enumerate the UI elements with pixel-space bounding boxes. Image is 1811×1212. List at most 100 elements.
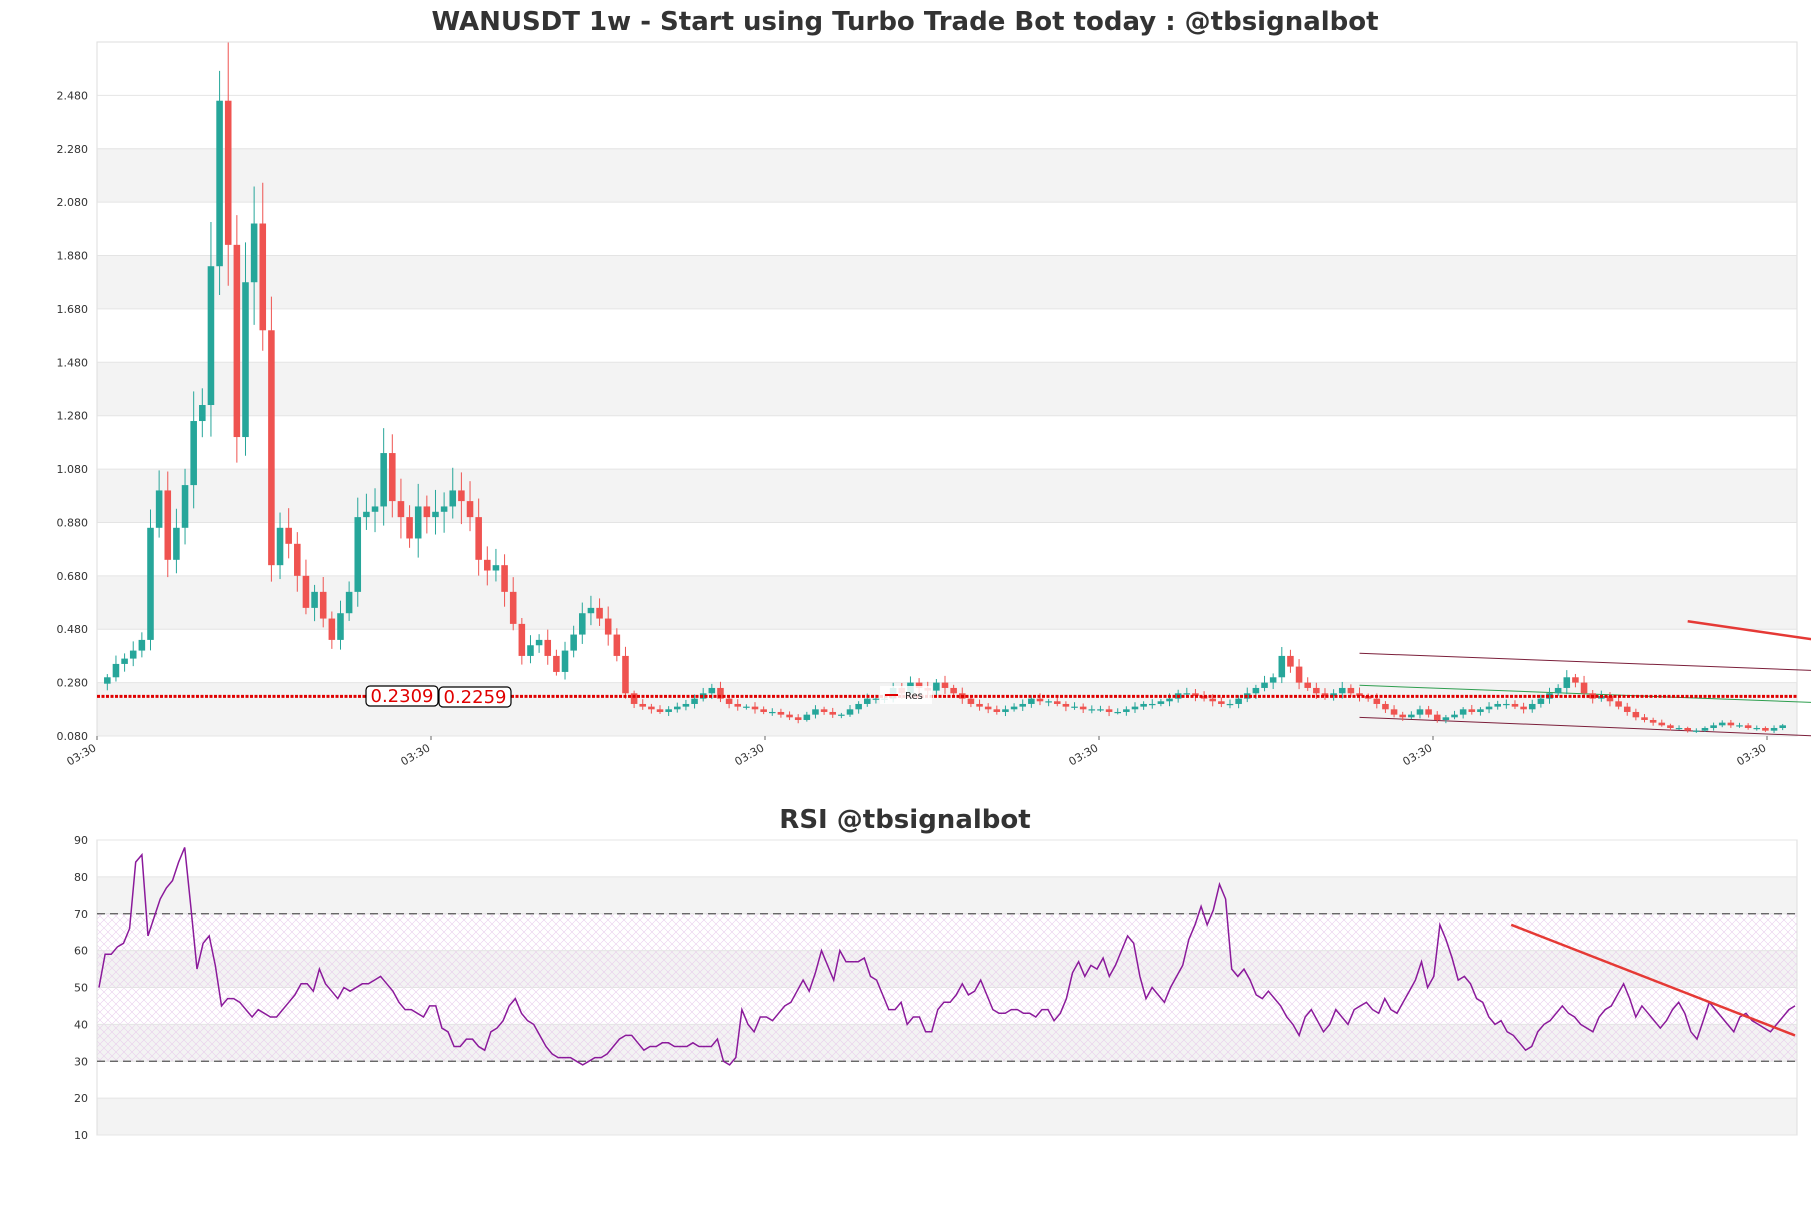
candle-body	[579, 613, 586, 634]
candle-body	[1641, 717, 1648, 720]
candle-body	[1037, 699, 1044, 702]
candle-body	[1520, 707, 1527, 710]
candle-body	[1581, 683, 1588, 694]
candle-body	[1080, 707, 1087, 710]
candle-body	[1218, 701, 1225, 704]
candle-body	[441, 506, 448, 511]
candle-body	[838, 715, 845, 716]
candle-body	[1693, 731, 1700, 732]
candle-body	[199, 405, 206, 421]
candle-body	[1054, 701, 1061, 704]
candle-body	[303, 576, 310, 608]
rsi-band-background	[97, 877, 1797, 1135]
candle-body	[1313, 688, 1320, 693]
candle-body	[821, 709, 828, 712]
candle-body	[164, 490, 171, 559]
candle-body	[1209, 699, 1216, 702]
candle-body	[1538, 699, 1545, 704]
price-y-tick-label: 0.280	[57, 677, 89, 690]
rsi-y-tick-label: 20	[74, 1092, 88, 1105]
candle-body	[1184, 693, 1191, 694]
candle-body	[510, 592, 517, 624]
price-chart-title: WANUSDT 1w - Start using Turbo Trade Bot…	[431, 7, 1378, 37]
candle-body	[208, 266, 215, 405]
candle-body	[847, 709, 854, 714]
candle-body	[778, 712, 785, 715]
candle-body	[216, 101, 223, 266]
candle-body	[147, 528, 154, 640]
candle-body	[1002, 709, 1009, 712]
candle-body	[1417, 709, 1424, 714]
candle-body	[1460, 709, 1467, 714]
candle-body	[139, 640, 146, 651]
candle-body	[424, 506, 431, 517]
candle-body	[113, 664, 120, 677]
candle-body	[1279, 656, 1286, 677]
price-panel: WANUSDT 1w - Start using Turbo Trade Bot…	[57, 7, 1811, 768]
candle-body	[1339, 688, 1346, 693]
rsi-y-tick-label: 10	[74, 1129, 88, 1142]
candle-body	[1434, 715, 1441, 720]
candle-body	[242, 282, 249, 437]
candle-body	[829, 712, 836, 715]
candle-body	[1166, 699, 1173, 702]
candle-body	[1555, 688, 1562, 693]
candle-body	[631, 693, 638, 704]
candle-body	[1140, 704, 1147, 707]
candle-body	[467, 501, 474, 517]
candle-body	[104, 677, 111, 683]
candle-body	[588, 608, 595, 613]
candle-body	[1304, 683, 1311, 688]
legend-res-label: Res	[905, 691, 923, 702]
candle-body	[268, 330, 275, 565]
price-y-tick-label: 0.880	[57, 516, 89, 529]
candle-body	[942, 683, 949, 688]
candle-body	[1779, 725, 1786, 728]
candle-body	[691, 699, 698, 704]
candle-body	[527, 645, 534, 656]
candle-body	[639, 704, 646, 707]
candle-body	[1391, 709, 1398, 714]
candle-body	[1374, 699, 1381, 704]
rsi-y-tick-label: 70	[74, 908, 88, 921]
candle-body	[173, 528, 180, 560]
candle-body	[1253, 688, 1260, 693]
price-x-tick-label: 03:30	[733, 741, 767, 768]
price-y-tick-label: 1.680	[57, 303, 89, 316]
candle-body	[1503, 704, 1510, 705]
candle-body	[1564, 677, 1571, 688]
price-legend: Res	[880, 686, 932, 704]
candle-body	[1028, 699, 1035, 704]
price-x-tick-label: 03:30	[399, 741, 433, 768]
candle-body	[1624, 707, 1631, 712]
candle-body	[519, 624, 526, 656]
candle-body	[1771, 728, 1778, 731]
price-y-tick-label: 2.280	[57, 143, 89, 156]
candle-body	[1270, 677, 1277, 682]
candle-body	[674, 707, 681, 710]
candle-body	[562, 651, 569, 672]
candle-body	[121, 659, 128, 664]
candle-body	[657, 709, 664, 712]
candle-body	[795, 717, 802, 720]
candle-body	[1486, 707, 1493, 710]
candle-body	[1063, 704, 1070, 707]
candle-body	[933, 683, 940, 691]
price-y-tick-label: 1.280	[57, 410, 89, 423]
candle-body	[1399, 715, 1406, 718]
candle-body	[1658, 723, 1665, 726]
candle-body	[285, 528, 292, 544]
candle-body	[726, 699, 733, 704]
candle-body	[1736, 725, 1743, 726]
candle-body	[570, 635, 577, 651]
candle-body	[605, 619, 612, 635]
candle-body	[1676, 728, 1683, 729]
candle-body	[1762, 728, 1769, 731]
candle-body	[1529, 704, 1536, 709]
candle-body	[1011, 707, 1018, 710]
price-band-background	[97, 149, 1797, 736]
candle-body	[1089, 709, 1096, 710]
